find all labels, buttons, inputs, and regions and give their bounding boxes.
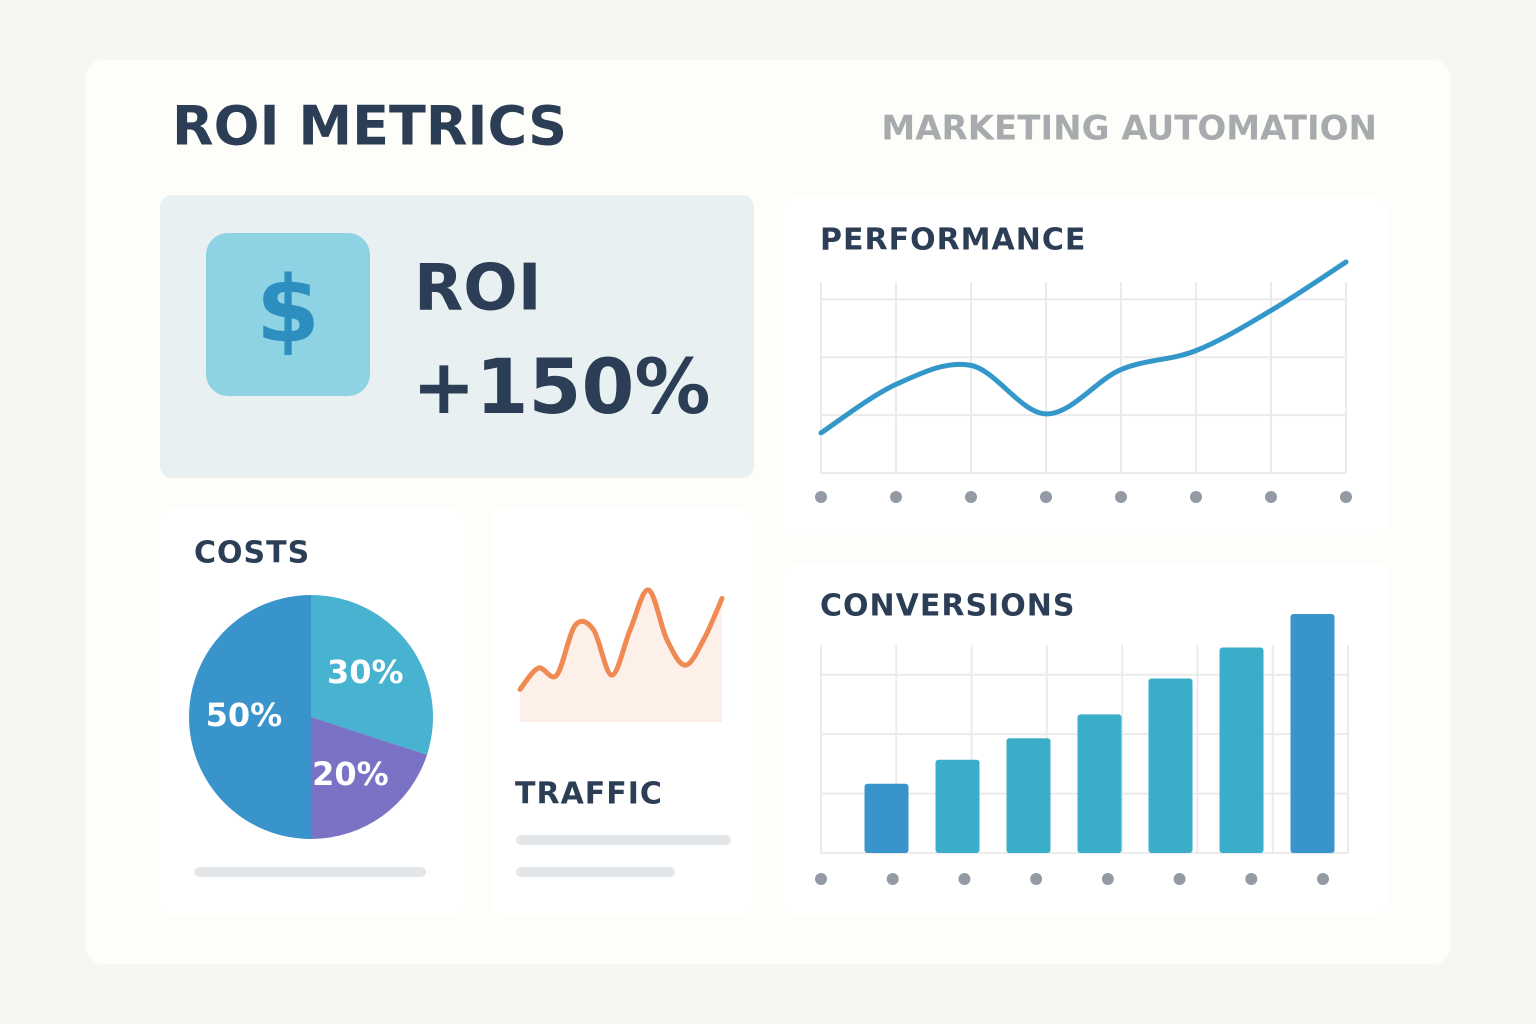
bar xyxy=(1148,678,1193,853)
roi-value: +150% xyxy=(412,342,710,431)
performance-card xyxy=(783,197,1387,535)
pie-slice xyxy=(189,595,311,839)
pie-slice xyxy=(311,595,433,755)
x-axis-dot xyxy=(1115,491,1127,503)
card-title: TRAFFIC xyxy=(515,777,663,812)
x-axis-dot xyxy=(1190,491,1202,503)
bar xyxy=(1290,614,1335,853)
x-axis-dot xyxy=(886,873,899,885)
line-series xyxy=(818,259,1349,436)
card-title: COSTS xyxy=(194,536,310,571)
x-axis-dot xyxy=(1265,491,1277,503)
card-title: PERFORMANCE xyxy=(820,223,1086,258)
placeholder-bar xyxy=(516,867,675,877)
bar xyxy=(1006,738,1051,853)
pie-slice xyxy=(311,717,428,839)
x-axis-dot xyxy=(1317,873,1329,885)
x-axis-dot xyxy=(965,491,977,503)
traffic-card xyxy=(492,508,754,915)
x-axis-dot xyxy=(815,491,827,503)
roi-icon xyxy=(206,233,370,396)
roi-label: ROI xyxy=(414,252,542,326)
slice-label: 50% xyxy=(206,696,283,734)
bar xyxy=(1077,714,1122,853)
slice-label: 20% xyxy=(312,755,389,793)
bar xyxy=(1219,647,1264,853)
x-axis-dot xyxy=(1245,873,1258,885)
x-axis-dot xyxy=(958,873,971,885)
x-axis-dot xyxy=(815,873,827,885)
bar xyxy=(864,783,909,853)
roi-icon-symbol: $ xyxy=(256,256,320,363)
page-title: ROI METRICS xyxy=(172,95,567,158)
card-title: CONVERSIONS xyxy=(820,589,1075,624)
placeholder-bar xyxy=(516,835,731,845)
placeholder-bar xyxy=(194,867,426,877)
x-axis-dot xyxy=(1101,873,1114,885)
x-axis-dot xyxy=(1173,873,1186,885)
x-axis-dot xyxy=(1340,491,1352,503)
x-axis-dot xyxy=(1040,491,1052,503)
x-axis-dot xyxy=(1030,873,1043,885)
area-line xyxy=(517,587,725,692)
bar xyxy=(935,759,980,853)
x-axis-dot xyxy=(890,491,902,503)
slice-label: 30% xyxy=(327,653,404,691)
page-subtitle: MARKETING AUTOMATION xyxy=(881,109,1377,149)
area-fill xyxy=(520,589,722,722)
